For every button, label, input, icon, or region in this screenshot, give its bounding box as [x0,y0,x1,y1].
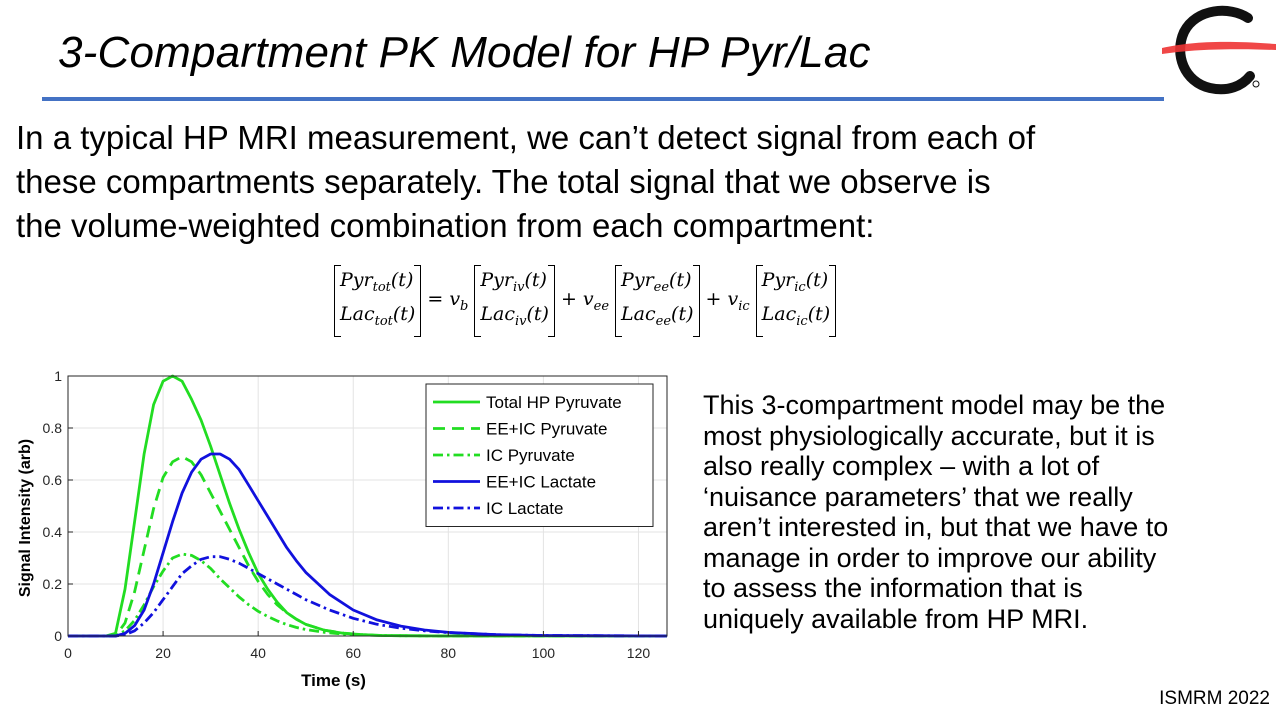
plus-term-ee: + vee [560,288,610,314]
intro-paragraph: In a typical HP MRI measurement, we can’… [16,116,1271,248]
x-tick-label: 0 [64,645,72,661]
title-underline [42,97,1164,101]
legend-label-4: IC Lactate [486,499,564,518]
y-tick-label: 0 [54,628,62,644]
x-tick-label: 40 [250,645,266,661]
x-tick-label: 20 [155,645,171,661]
legend-label-1: EE+IC Pyruvate [486,420,607,439]
side-paragraph: This 3-compartment model may be the most… [703,390,1268,634]
side-line: most physiologically accurate, but it is [703,420,1155,451]
intro-line: the volume-weighted combination from eac… [16,207,875,244]
side-line: also really complex – with a lot of [703,451,1100,481]
side-line: This 3-compartment model may be the [703,390,1166,420]
series-line-3 [68,452,668,638]
signal-equation: Pyrtot(t) Lactot(t) = vb Pyriv(t) Laciv(… [334,265,837,337]
y-axis-label: Signal Intensity (arb) [17,439,34,597]
side-line: aren’t interested in, but that we have t… [703,512,1169,542]
side-line: to assess the information that is [703,573,1083,603]
equals-sign: = vb [427,288,469,314]
x-tick-label: 100 [532,645,556,661]
y-tick-label: 0.8 [43,420,63,436]
y-tick-label: 0.4 [43,524,63,540]
series-line-4 [68,555,668,638]
x-tick-label: 120 [627,645,651,661]
ee-vector: Pyree(t) Lacee(t) [615,265,700,337]
ic-vector: Pyric(t) Lacic(t) [755,265,837,337]
slide-title: 3-Compartment PK Model for HP Pyr/Lac [58,28,871,77]
y-tick-label: 1 [54,368,62,384]
iv-vector: Pyriv(t) Laciv(t) [474,265,555,337]
x-tick-label: 60 [345,645,361,661]
intro-line: these compartments separately. The total… [16,163,991,200]
c-logo-icon [1162,5,1276,95]
legend-label-2: IC Pyruvate [486,446,575,465]
side-line: ‘nuisance parameters’ that we really [703,481,1133,512]
x-axis-label: Time (s) [301,671,366,690]
signal-chart: 0 20 40 60 80 100 120 0 0.2 0.4 0.6 0.8 1 Time (s) Sig… [17,368,668,690]
legend-box [425,383,654,527]
legend-label-0: Total HP Pyruvate [486,393,622,412]
conference-footer: ISMRM 2022 [1159,688,1270,709]
legend-label-3: EE+IC Lactate [486,473,596,492]
lhs-vector: Pyrtot(t) Lactot(t) [334,265,422,337]
intro-line: In a typical HP MRI measurement, we can’… [16,119,1036,156]
x-tick-label: 80 [441,645,457,661]
plot-frame [67,375,668,637]
side-line: uniquely available from HP MRI. [703,603,1089,634]
plus-term-ic: + vic [705,288,750,314]
y-tick-label: 0.6 [43,472,63,488]
side-line: manage in order to improve our ability [703,542,1157,573]
y-tick-label: 0.2 [43,576,63,592]
